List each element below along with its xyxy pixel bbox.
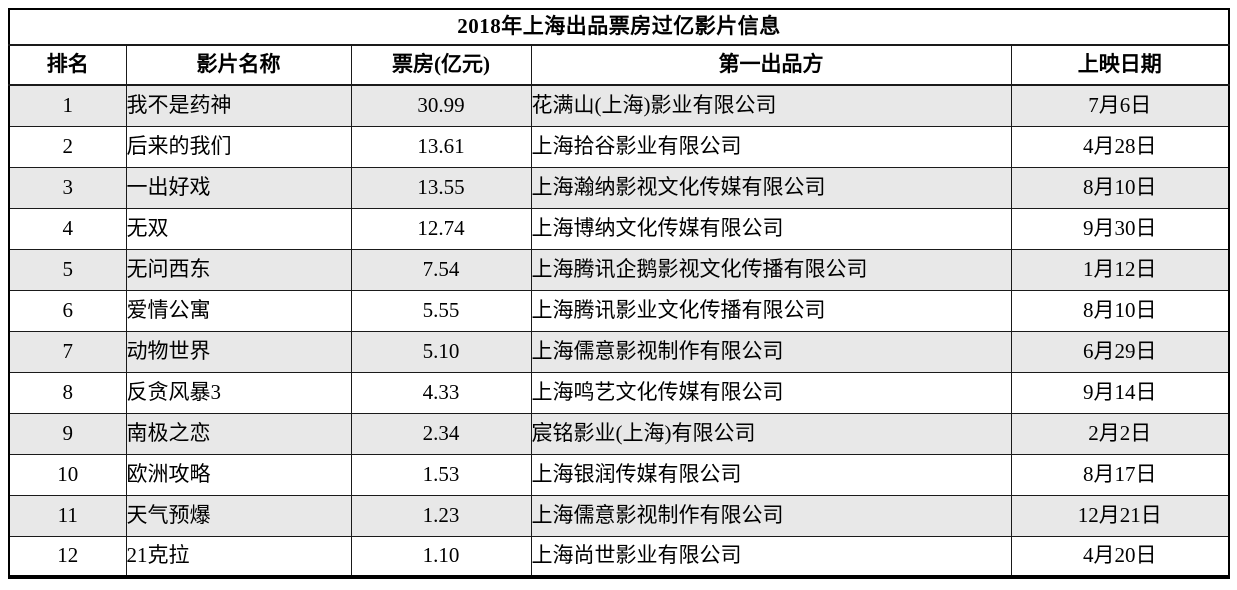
rank-cell: 10 bbox=[8, 453, 127, 496]
producer-cell: 上海银润传媒有限公司 bbox=[530, 453, 1012, 496]
producer-cell: 宸铭影业(上海)有限公司 bbox=[530, 412, 1012, 455]
column-header-rank: 排名 bbox=[8, 44, 127, 86]
film-name-cell: 爱情公寓 bbox=[125, 289, 352, 332]
table-title: 2018年上海出品票房过亿影片信息 bbox=[8, 8, 1230, 46]
column-header-film-name: 影片名称 bbox=[125, 44, 352, 86]
release-date-cell: 8月17日 bbox=[1010, 453, 1230, 496]
box-office-cell: 1.23 bbox=[350, 494, 532, 537]
producer-cell: 上海儒意影视制作有限公司 bbox=[530, 330, 1012, 373]
rank-cell: 9 bbox=[8, 412, 127, 455]
box-office-cell: 13.55 bbox=[350, 166, 532, 209]
producer-cell: 上海腾讯影业文化传播有限公司 bbox=[530, 289, 1012, 332]
film-name-cell: 一出好戏 bbox=[125, 166, 352, 209]
table-row: 8 反贪风暴3 4.33 上海鸣艺文化传媒有限公司 9月14日 bbox=[8, 371, 1230, 414]
release-date-cell: 8月10日 bbox=[1010, 166, 1230, 209]
release-date-cell: 6月29日 bbox=[1010, 330, 1230, 373]
rank-cell: 11 bbox=[8, 494, 127, 537]
table-body: 1 我不是药神 30.99 花满山(上海)影业有限公司 7月6日 2 后来的我们 13.61 上… bbox=[8, 84, 1230, 578]
table-row: 11 天气预爆 1.23 上海儒意影视制作有限公司 12月21日 bbox=[8, 494, 1230, 537]
producer-cell: 上海鸣艺文化传媒有限公司 bbox=[530, 371, 1012, 414]
column-header-producer: 第一出品方 bbox=[530, 44, 1012, 86]
box-office-cell: 2.34 bbox=[350, 412, 532, 455]
producer-cell: 上海儒意影视制作有限公司 bbox=[530, 494, 1012, 537]
release-date-cell: 8月10日 bbox=[1010, 289, 1230, 332]
box-office-cell: 7.54 bbox=[350, 248, 532, 291]
rank-cell: 12 bbox=[8, 535, 127, 578]
producer-cell: 上海博纳文化传媒有限公司 bbox=[530, 207, 1012, 250]
producer-cell: 上海腾讯企鹅影视文化传播有限公司 bbox=[530, 248, 1012, 291]
film-name-cell: 无双 bbox=[125, 207, 352, 250]
table-row: 9 南极之恋 2.34 宸铭影业(上海)有限公司 2月2日 bbox=[8, 412, 1230, 455]
box-office-cell: 30.99 bbox=[350, 84, 532, 127]
film-name-cell: 天气预爆 bbox=[125, 494, 352, 537]
release-date-cell: 1月12日 bbox=[1010, 248, 1230, 291]
rank-cell: 2 bbox=[8, 125, 127, 168]
column-header-release-date: 上映日期 bbox=[1010, 44, 1230, 86]
box-office-cell: 5.55 bbox=[350, 289, 532, 332]
producer-cell: 上海瀚纳影视文化传媒有限公司 bbox=[530, 166, 1012, 209]
table-row: 1 我不是药神 30.99 花满山(上海)影业有限公司 7月6日 bbox=[8, 84, 1230, 127]
table-row: 6 爱情公寓 5.55 上海腾讯影业文化传播有限公司 8月10日 bbox=[8, 289, 1230, 332]
table-row: 12 21克拉 1.10 上海尚世影业有限公司 4月20日 bbox=[8, 535, 1230, 578]
release-date-cell: 12月21日 bbox=[1010, 494, 1230, 537]
film-name-cell: 21克拉 bbox=[125, 535, 352, 578]
rank-cell: 6 bbox=[8, 289, 127, 332]
header-row: 排名 影片名称 票房(亿元) 第一出品方 上映日期 bbox=[8, 44, 1230, 86]
release-date-cell: 9月14日 bbox=[1010, 371, 1230, 414]
film-name-cell: 欧洲攻略 bbox=[125, 453, 352, 496]
table-row: 3 一出好戏 13.55 上海瀚纳影视文化传媒有限公司 8月10日 bbox=[8, 166, 1230, 209]
box-office-cell: 5.10 bbox=[350, 330, 532, 373]
release-date-cell: 4月28日 bbox=[1010, 125, 1230, 168]
release-date-cell: 2月2日 bbox=[1010, 412, 1230, 455]
table-row: 4 无双 12.74 上海博纳文化传媒有限公司 9月30日 bbox=[8, 207, 1230, 250]
box-office-cell: 1.10 bbox=[350, 535, 532, 578]
release-date-cell: 9月30日 bbox=[1010, 207, 1230, 250]
producer-cell: 花满山(上海)影业有限公司 bbox=[530, 84, 1012, 127]
rank-cell: 7 bbox=[8, 330, 127, 373]
table-title-row: 2018年上海出品票房过亿影片信息 bbox=[8, 8, 1230, 46]
movie-box-office-table: 2018年上海出品票房过亿影片信息 排名 影片名称 票房(亿元) 第一出品方 上映日期 … bbox=[8, 8, 1231, 579]
producer-cell: 上海尚世影业有限公司 bbox=[530, 535, 1012, 578]
table-row: 5 无问西东 7.54 上海腾讯企鹅影视文化传播有限公司 1月12日 bbox=[8, 248, 1230, 291]
table-row: 10 欧洲攻略 1.53 上海银润传媒有限公司 8月17日 bbox=[8, 453, 1230, 496]
rank-cell: 8 bbox=[8, 371, 127, 414]
film-name-cell: 无问西东 bbox=[125, 248, 352, 291]
table-row: 2 后来的我们 13.61 上海拾谷影业有限公司 4月28日 bbox=[8, 125, 1230, 168]
rank-cell: 3 bbox=[8, 166, 127, 209]
producer-cell: 上海拾谷影业有限公司 bbox=[530, 125, 1012, 168]
film-name-cell: 我不是药神 bbox=[125, 84, 352, 127]
film-name-cell: 南极之恋 bbox=[125, 412, 352, 455]
column-header-box-office: 票房(亿元) bbox=[350, 44, 532, 86]
rank-cell: 5 bbox=[8, 248, 127, 291]
rank-cell: 1 bbox=[8, 84, 127, 127]
box-office-cell: 4.33 bbox=[350, 371, 532, 414]
film-name-cell: 动物世界 bbox=[125, 330, 352, 373]
release-date-cell: 7月6日 bbox=[1010, 84, 1230, 127]
film-name-cell: 后来的我们 bbox=[125, 125, 352, 168]
film-name-cell: 反贪风暴3 bbox=[125, 371, 352, 414]
box-office-cell: 12.74 bbox=[350, 207, 532, 250]
box-office-cell: 1.53 bbox=[350, 453, 532, 496]
table-row: 7 动物世界 5.10 上海儒意影视制作有限公司 6月29日 bbox=[8, 330, 1230, 373]
rank-cell: 4 bbox=[8, 207, 127, 250]
release-date-cell: 4月20日 bbox=[1010, 535, 1230, 578]
box-office-cell: 13.61 bbox=[350, 125, 532, 168]
